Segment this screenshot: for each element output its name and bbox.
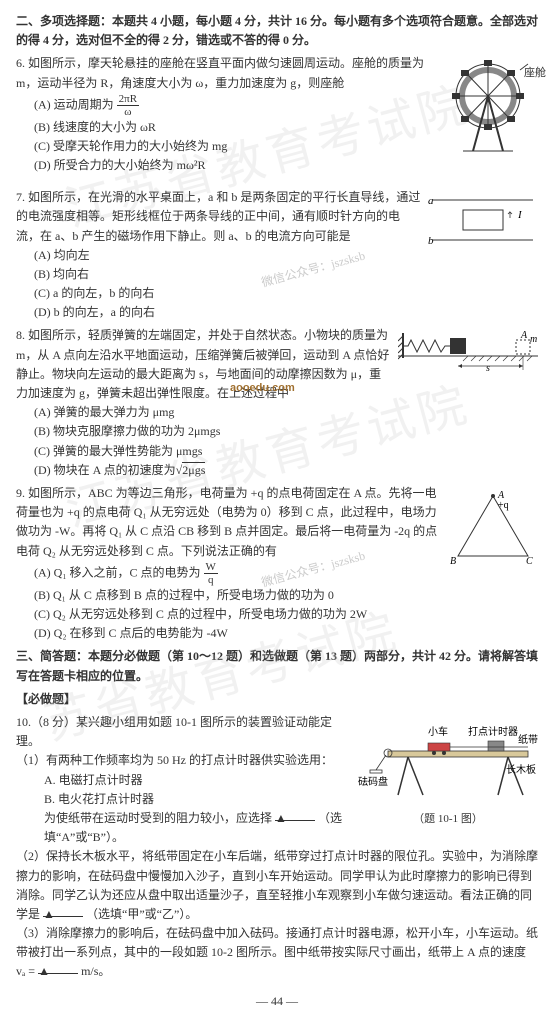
svg-text:b: b [428,235,434,247]
svg-text:+q: +q [498,500,509,511]
domain-badge: aooedu.com [230,380,295,398]
figure-10-1-label: （题 10-1 图） [358,811,538,829]
q7-option-c: (C) a 的向左，b 的向右 [34,284,538,303]
figure-spring-block: m s A [398,328,538,379]
q7-option-b: (B) 均向右 [34,265,538,284]
q8-option-c: (C) 弹簧的最大弹性势能为 μmgs [34,442,538,461]
svg-text:长木板: 长木板 [506,763,536,776]
question-10: 小车 打点计时器 纸带 长木板 砝码盘 （题 10-1 图） 10.（8 分）某… [16,713,538,982]
section-3-header: 三、简答题：本题分必做题（第 10～12 题）和选做题（第 13 题）两部分，共… [16,647,538,685]
figure-apparatus: 小车 打点计时器 纸带 长木板 砝码盘 （题 10-1 图） [358,715,538,829]
q9-option-d: (D) Q₂ 在移到 C 点后的电势能为 -4W [34,624,538,643]
figure-label-cabin: 座舱 [524,65,554,83]
q9-option-c: (C) Q₂ 从无穷远处移到 C 点的过程中，所受电场力做的功为 2W [34,605,538,624]
page-number: — 44 — [16,992,538,1011]
blank-3: ▲ [38,962,78,974]
svg-text:a: a [428,195,434,207]
blank-1: ▲ [275,809,315,821]
blank-2: ▲ [43,905,83,917]
svg-text:纸带: 纸带 [518,733,538,746]
question-9: A +q B C 9. 如图所示，ABC 为等边三角形，电荷量为 +q 的点电荷… [16,484,538,644]
svg-text:小车: 小车 [428,725,448,738]
q8-option-d: (D) 物块在 A 点的初速度为√2μgs [34,461,538,480]
question-6: 座舱 6. 如图所示，摩天轮悬挂的座舱在竖直平面内做匀速圆周运动。座舱的质量为 … [16,54,538,184]
q9-option-b: (B) Q₁ 从 C 点移到 B 点的过程中，所受电场力做的功为 0 [34,586,538,605]
q10-p3: （3）消除摩擦力的影响后，在砝码盘中加入砝码。接通打点计时器电源，松开小车，小车… [16,924,538,982]
svg-text:C: C [526,556,533,567]
figure-ferris-wheel: 座舱 [448,56,538,180]
q8-option-b: (B) 物块克服摩擦力做的功为 2μmgs [34,422,538,441]
q10-p2: （2）保持长木板水平，将纸带固定在小车后端，纸带穿过打点计时器的限位孔。实验中，… [16,847,538,924]
svg-text:砝码盘: 砝码盘 [358,775,388,788]
svg-text:s: s [486,363,490,373]
figure-triangle-charges: A +q B C [448,486,538,577]
question-8: m s A 8. 如图所示，轻质弹簧的左端固定，并处于自然状态。小物块的质量为 … [16,326,538,480]
svg-text:打点计时器: 打点计时器 [468,725,518,738]
required-label: 【必做题】 [16,690,538,709]
svg-text:m: m [530,334,537,345]
figure-parallel-wires: a b I [428,190,538,256]
svg-text:A: A [520,330,528,341]
section-2-header: 二、多项选择题：本题共 4 小题，每小题 4 分，共计 16 分。每小题有多个选… [16,12,538,50]
svg-text:B: B [450,556,456,567]
q8-option-a: (A) 弹簧的最大弹力为 μmg [34,403,538,422]
svg-text:I: I [517,209,523,221]
q7-option-d: (D) b 的向左，a 的向右 [34,303,538,322]
question-7: a b I 7. 如图所示，在光滑的水平桌面上，a 和 b 是两条固定的平行长直… [16,188,538,322]
